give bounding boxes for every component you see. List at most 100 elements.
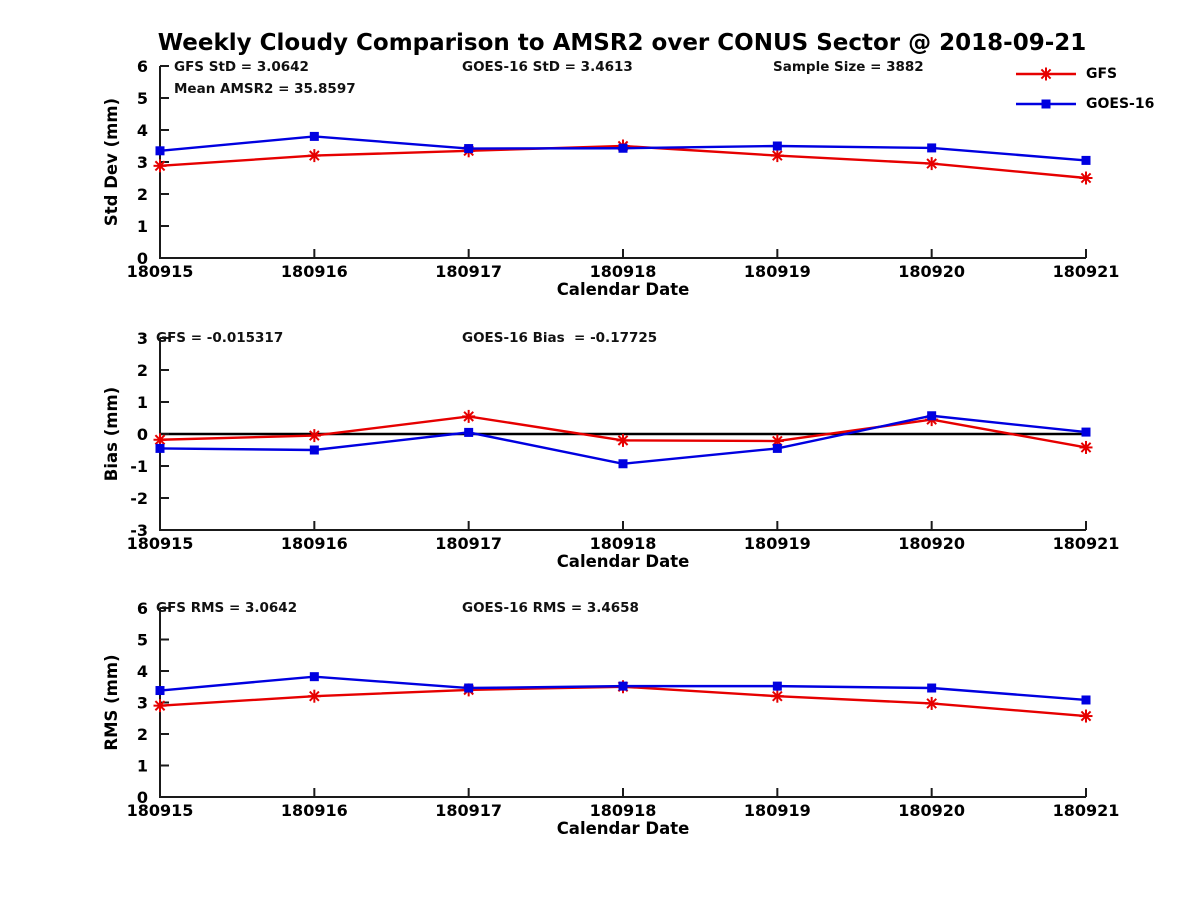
- mean-amsr2-annotation: Mean AMSR2 = 35.8597: [174, 81, 356, 97]
- goes-rms-annotation: GOES-16 RMS = 3.4658: [462, 600, 639, 616]
- y-tick-label: -1: [130, 457, 148, 476]
- x-tick-label: 180918: [590, 801, 657, 820]
- goes-16-marker: [927, 411, 937, 421]
- goes-16-marker: [309, 131, 319, 141]
- gfs-marker: [1080, 710, 1092, 722]
- y-tick-label: 0: [137, 249, 148, 268]
- y-axis-label: Std Dev (mm): [102, 98, 121, 226]
- gfs-marker: [154, 160, 166, 172]
- x-tick-label: 180916: [281, 534, 348, 553]
- goes-16-marker: [155, 443, 165, 453]
- panel-std: 0 1 2 3 4 5 6 180915 180916 180917 180918 180919 180…: [102, 57, 1119, 299]
- gfs-rms-annotation: GFS RMS = 3.0642: [156, 600, 298, 616]
- x-axis-label: Calendar Date: [557, 819, 690, 838]
- goes-16-marker: [927, 143, 937, 153]
- y-tick-label: 4: [137, 121, 148, 140]
- gfs-marker: [309, 690, 320, 702]
- y-tick-label: 3: [137, 153, 148, 172]
- y-tick-label: 0: [137, 425, 148, 444]
- y-tick-label: -3: [130, 521, 148, 540]
- y-tick-label: 1: [137, 217, 148, 236]
- x-tick-label: 180921: [1053, 801, 1120, 820]
- x-tick-label: 180918: [590, 534, 657, 553]
- x-tick-label: 180921: [1053, 534, 1120, 553]
- y-tick-label: 0: [137, 788, 148, 807]
- goes16-legend-label: GOES-16: [1086, 96, 1155, 112]
- y-axis-label: Bias (mm): [102, 387, 121, 481]
- axis-lines: [159, 608, 1086, 798]
- y-tick-label: 5: [137, 89, 148, 108]
- x-tick-label: 180917: [435, 534, 502, 553]
- y-tick-label: 3: [137, 694, 148, 713]
- goes-16-marker: [464, 683, 474, 693]
- gfs-marker: [309, 430, 320, 441]
- goes-std-annotation: GOES-16 StD = 3.4613: [462, 59, 633, 75]
- y-tick-label: 2: [137, 185, 148, 204]
- goes-16-marker: [464, 427, 474, 437]
- x-tick-label: 180920: [898, 534, 965, 553]
- goes-16-marker: [927, 683, 937, 693]
- gfs-marker: [1080, 442, 1092, 453]
- gfs-marker: [772, 690, 783, 702]
- gfs-marker: [463, 411, 474, 422]
- goes16-legend-line-icon: [1016, 99, 1076, 109]
- gfs-marker: [772, 150, 783, 161]
- y-tick-label: 1: [137, 393, 148, 412]
- sample-size-annotation: Sample Size = 3882: [773, 59, 924, 75]
- y-tick-label: -2: [130, 489, 148, 508]
- gfs-legend-marker: [1040, 68, 1052, 80]
- gfs-std-annotation: GFS StD = 3.0642: [174, 59, 309, 75]
- x-axis-label: Calendar Date: [557, 552, 690, 571]
- gfs-marker: [617, 435, 629, 446]
- x-tick-label: 180920: [898, 801, 965, 820]
- y-tick-label: 2: [137, 725, 148, 744]
- goes-16-marker: [155, 146, 165, 156]
- goes-16-marker: [309, 445, 319, 455]
- gfs-marker: [926, 698, 937, 709]
- gfs-bias-annotation: GFS = -0.015317: [156, 330, 284, 346]
- y-tick-label: 6: [137, 599, 148, 618]
- x-tick-label: 180919: [744, 801, 811, 820]
- y-tick-label: 1: [137, 757, 148, 776]
- y-tick-label: 2: [137, 361, 148, 380]
- legend: GFS GOES-16: [1014, 64, 1154, 124]
- goes-16-marker: [309, 672, 319, 682]
- y-tick-label: 5: [137, 631, 148, 650]
- figure-title: Weekly Cloudy Comparison to AMSR2 over C…: [157, 30, 1087, 56]
- goes-16-marker: [155, 686, 165, 696]
- x-tick-label: 180921: [1053, 262, 1120, 281]
- x-tick-label: 180920: [898, 262, 965, 281]
- gfs-marker: [1080, 172, 1092, 184]
- goes-16-marker: [464, 144, 474, 154]
- goes-16-marker: [618, 143, 628, 153]
- legend-item-gfs: GFS: [1014, 64, 1154, 84]
- x-tick-label: 180917: [435, 262, 502, 281]
- x-tick-label: 180916: [281, 801, 348, 820]
- goes-16-marker: [1081, 695, 1091, 705]
- goes-16-marker: [618, 459, 628, 469]
- panel-rms: 0 1 2 3 4 5 6 180915 180916 180917 180918 180919 180…: [102, 599, 1119, 838]
- legend-item-goes16: GOES-16: [1014, 94, 1154, 114]
- goes-16-marker: [772, 443, 782, 453]
- gfs-marker: [309, 150, 320, 161]
- x-axis-label: Calendar Date: [557, 280, 690, 299]
- goes-16-marker: [1081, 155, 1091, 165]
- y-tick-label: 4: [137, 662, 148, 681]
- goes-16-marker: [772, 681, 782, 691]
- x-tick-label: 180915: [127, 801, 194, 820]
- x-tick-label: 180915: [127, 262, 194, 281]
- gfs-legend-line-icon: [1016, 67, 1076, 81]
- x-tick-label: 180916: [281, 262, 348, 281]
- gfs-marker: [154, 434, 166, 446]
- goes-bias-annotation: GOES-16 Bias = -0.17725: [462, 330, 658, 346]
- y-axis-label: RMS (mm): [102, 654, 121, 750]
- goes-16-legend-marker: [1041, 99, 1051, 109]
- x-tick-label: 180917: [435, 801, 502, 820]
- goes-16-marker: [1081, 427, 1091, 437]
- gfs-marker: [154, 700, 166, 711]
- panel-bias: -3 -2 -1 0 1 2 3 180915 180916 180917 180918 180919…: [102, 329, 1119, 571]
- goes-16-marker: [618, 681, 628, 691]
- goes-16-marker: [772, 141, 782, 151]
